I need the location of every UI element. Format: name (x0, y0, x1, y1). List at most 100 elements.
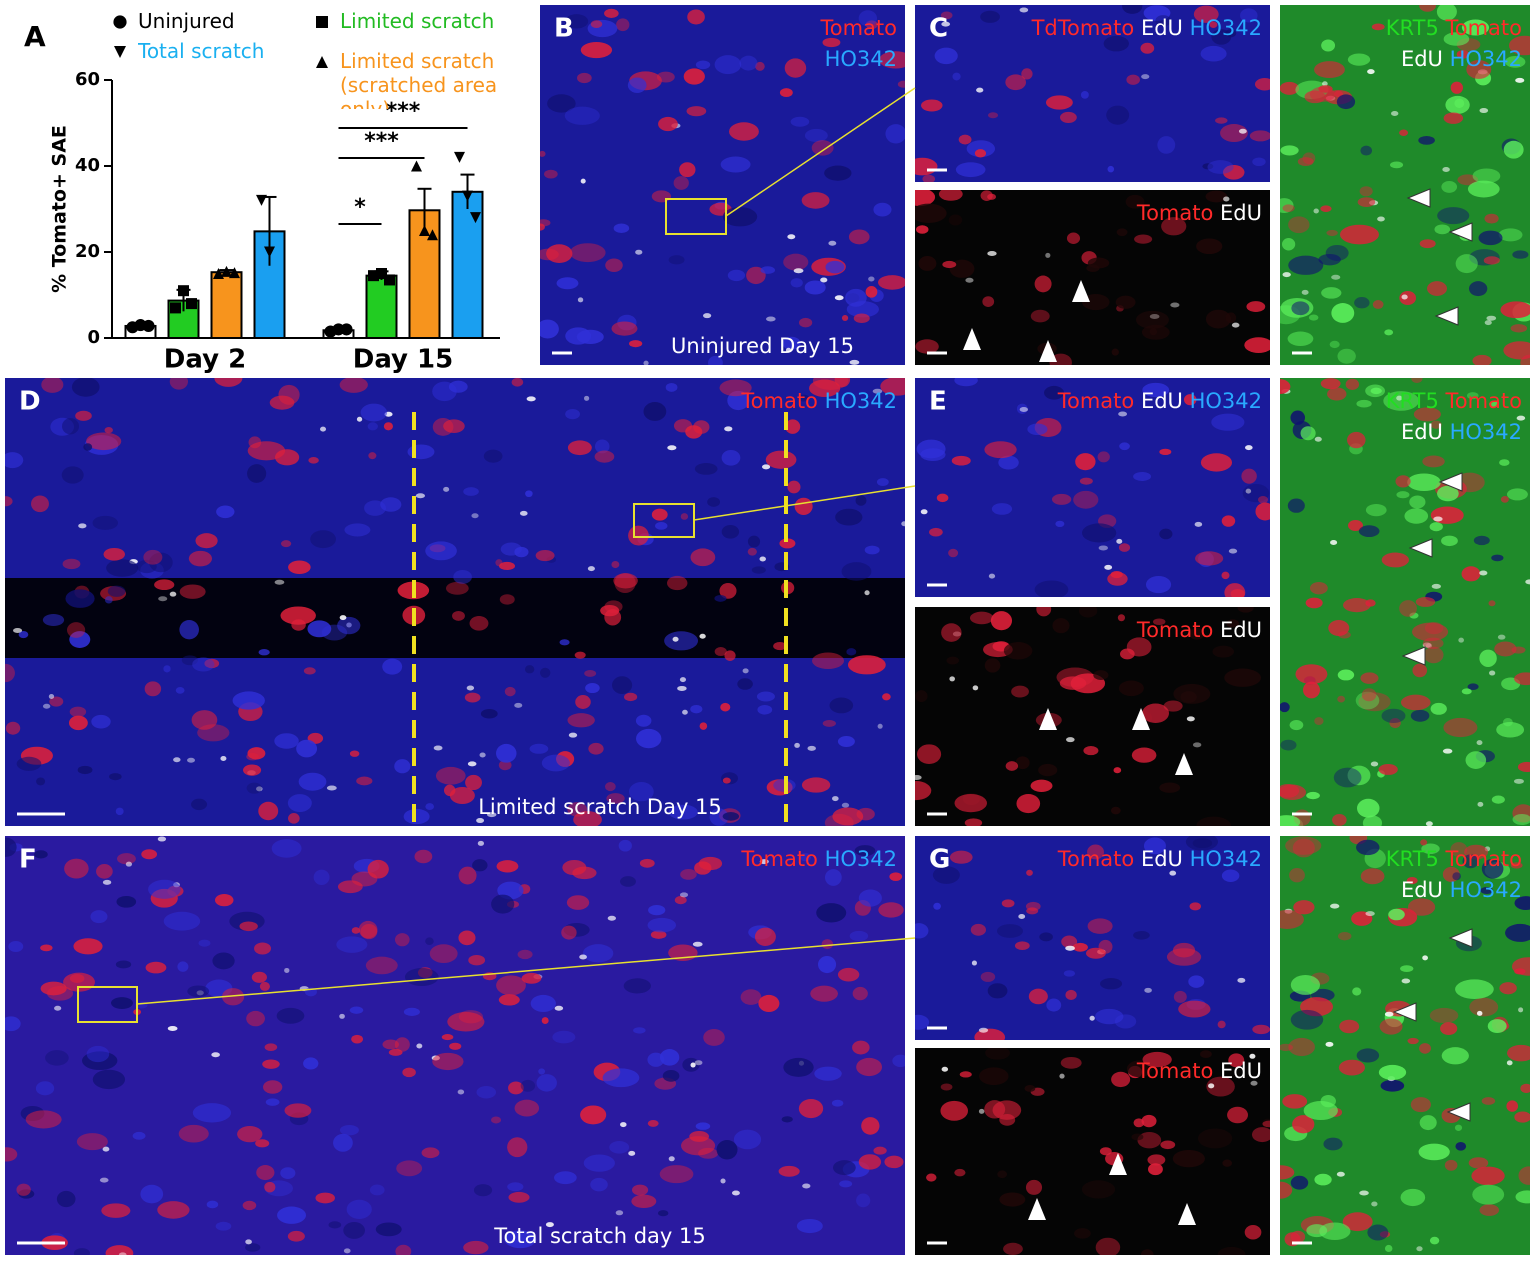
texture (5, 1147, 18, 1162)
texture (1467, 180, 1500, 198)
texture (274, 579, 285, 585)
texture (655, 522, 668, 530)
texture (1073, 490, 1099, 509)
texture (1227, 1106, 1249, 1124)
texture (1250, 1080, 1258, 1086)
channel-label: Tomato EdU (1136, 201, 1262, 225)
texture (1005, 761, 1019, 771)
texture (1289, 720, 1304, 731)
texture (854, 845, 876, 856)
texture (163, 911, 201, 931)
texture (507, 1182, 524, 1192)
texture (1356, 1048, 1380, 1063)
texture (1217, 1246, 1246, 1255)
data-point (411, 160, 422, 172)
texture (820, 277, 828, 283)
texture (277, 1206, 306, 1224)
micrograph (915, 1048, 1270, 1255)
texture (187, 985, 210, 998)
texture (731, 1190, 740, 1196)
texture (1098, 939, 1113, 954)
texture (258, 801, 279, 821)
texture (954, 793, 987, 813)
texture (1380, 1079, 1405, 1092)
texture (1337, 695, 1346, 703)
texture (18, 630, 29, 639)
texture (529, 743, 549, 754)
texture (1159, 528, 1173, 540)
texture (105, 1245, 134, 1255)
texture (778, 1165, 800, 1177)
texture (650, 930, 667, 939)
texture (1133, 471, 1152, 481)
channel-name: Tomato (1057, 389, 1141, 413)
texture (1178, 1000, 1211, 1018)
texture (567, 713, 595, 728)
texture (628, 781, 654, 802)
texture (722, 812, 740, 821)
texture (78, 523, 87, 529)
texture (679, 677, 687, 683)
texture (239, 921, 258, 932)
texture (941, 623, 962, 642)
texture (793, 268, 804, 274)
texture (987, 983, 1008, 999)
texture (841, 314, 849, 322)
texture (308, 457, 319, 464)
texture (720, 702, 731, 712)
texture (1292, 838, 1315, 858)
texture (158, 596, 168, 602)
texture (16, 756, 42, 771)
channel-label: Tomato HO342 (740, 847, 897, 871)
texture (1098, 545, 1108, 551)
texture (360, 924, 378, 940)
texture (747, 535, 761, 548)
data-point (454, 151, 465, 163)
texture (1110, 806, 1121, 815)
x-tick-label: Day 2 (164, 345, 246, 375)
texture (1061, 935, 1078, 948)
texture (1039, 932, 1053, 942)
texture (1200, 1050, 1212, 1059)
texture (1065, 945, 1075, 951)
texture (1019, 7, 1029, 13)
texture (686, 106, 707, 117)
texture (1305, 597, 1323, 609)
texture (1183, 394, 1197, 406)
texture (1290, 1175, 1309, 1190)
texture (737, 678, 753, 690)
texture (845, 288, 867, 307)
texture (104, 426, 113, 434)
texture (71, 378, 100, 397)
texture (349, 750, 360, 757)
texture (623, 978, 651, 994)
texture (179, 584, 206, 599)
texture (1045, 252, 1051, 258)
texture (519, 510, 528, 516)
texture (1321, 39, 1336, 52)
texture (498, 759, 512, 771)
channel-name: HO342 (825, 847, 897, 871)
texture (511, 378, 524, 387)
texture (1339, 1019, 1360, 1034)
texture (719, 379, 752, 397)
texture (740, 989, 762, 1005)
texture (841, 562, 872, 581)
texture (1254, 78, 1270, 91)
texture (1337, 931, 1352, 941)
texture (383, 422, 393, 431)
texture (310, 530, 336, 549)
texture (970, 923, 987, 936)
texture (429, 944, 458, 964)
texture (784, 58, 807, 78)
texture (1354, 297, 1370, 309)
texture (1297, 157, 1314, 167)
texture (639, 858, 655, 868)
texture (1361, 688, 1377, 702)
texture (178, 1124, 209, 1143)
texture (865, 20, 878, 30)
y-axis-label: % Tomato+ SAE (49, 125, 71, 293)
texture (476, 1086, 497, 1099)
panel-letter: B (554, 14, 574, 44)
texture (1226, 619, 1240, 628)
